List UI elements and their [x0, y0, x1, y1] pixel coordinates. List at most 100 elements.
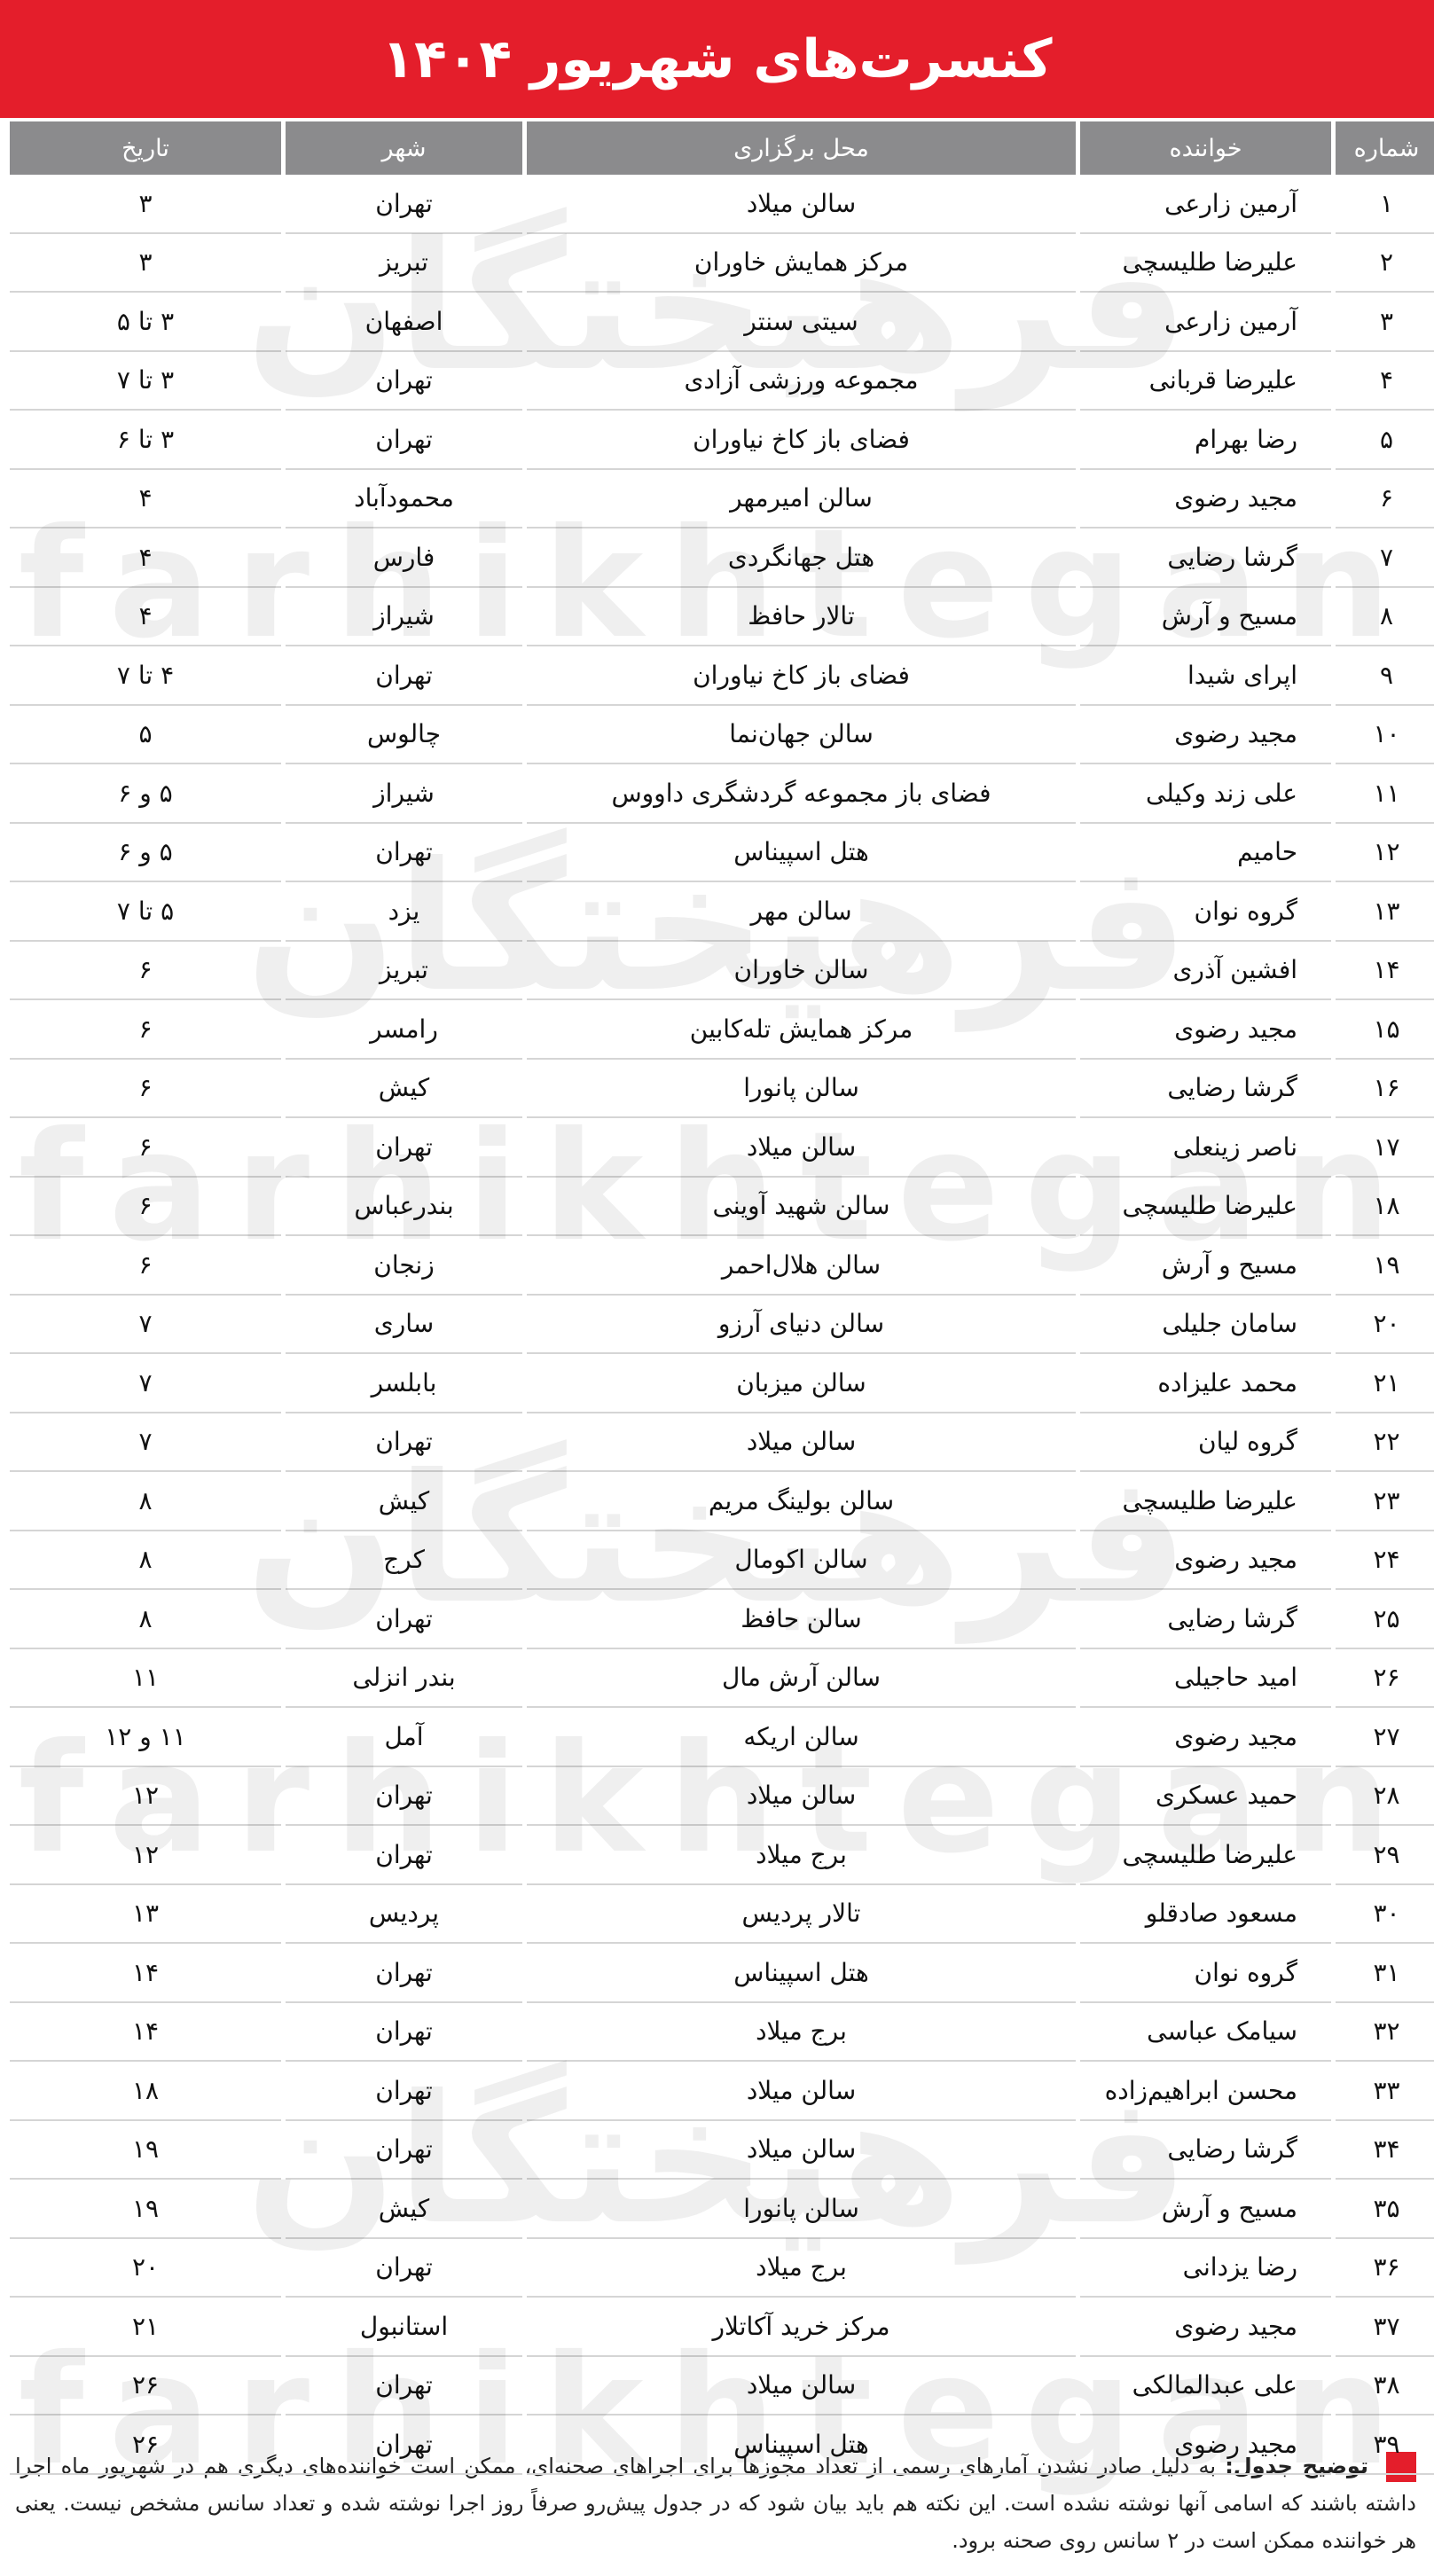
table-row: ۱۴ افشین آذری سالن خاوران تبریز ۶ [10, 942, 1434, 1000]
date: ۷ [10, 1296, 281, 1354]
date: ۲۶ [10, 2357, 281, 2415]
row-number: ۳۸ [1336, 2357, 1434, 2415]
date: ۴ [10, 588, 281, 646]
singer: سامان جلیلی [1080, 1296, 1331, 1354]
row-number: ۳۹ [1336, 2415, 1434, 2475]
city: محمودآباد [286, 470, 522, 529]
venue: سالن میلاد [527, 2121, 1076, 2180]
row-number: ۱۹ [1336, 1236, 1434, 1296]
date: ۵ [10, 706, 281, 764]
footnote: توضیح جدول: به دلیل صادر نشدن آمارهای رس… [15, 2447, 1416, 2559]
venue: مرکز خرید آکاتلار [527, 2298, 1076, 2357]
table-row: ۲ علیرضا طلیسچی مرکز همایش خاوران تبریز ۳ [10, 234, 1434, 293]
venue: سالن میلاد [527, 1413, 1076, 1472]
singer: مسیح و آرش [1080, 588, 1331, 646]
row-number: ۱ [1336, 175, 1434, 234]
date: ۶ [10, 1236, 281, 1296]
table-row: ۲۸ حمید عسکری سالن میلاد تهران ۱۲ [10, 1767, 1434, 1826]
row-number: ۲۰ [1336, 1296, 1434, 1354]
table-row: ۱۵ مجید رضوی مرکز همایش تله‌کابین رامسر ۶ [10, 1000, 1434, 1060]
row-number: ۵ [1336, 411, 1434, 470]
city: شیراز [286, 764, 522, 824]
table-row: ۴ علیرضا قربانی مجموعه ورزشی آزادی تهران ۳ ت… [10, 352, 1434, 411]
table-row: ۱۲ حامیم هتل اسپیناس تهران ۵ و ۶ [10, 824, 1434, 882]
row-number: ۱۶ [1336, 1060, 1434, 1118]
row-number: ۶ [1336, 470, 1434, 529]
singer: مجید رضوی [1080, 1531, 1331, 1590]
singer: محسن ابراهیم‌زاده [1080, 2062, 1331, 2121]
venue: سالن حافظ [527, 1590, 1076, 1649]
table-row: ۸ مسیح و آرش تالار حافظ شیراز ۴ [10, 588, 1434, 646]
date: ۱۹ [10, 2180, 281, 2239]
row-number: ۳۲ [1336, 2003, 1434, 2062]
venue: سالن دنیای آرزو [527, 1296, 1076, 1354]
singer: مسیح و آرش [1080, 2180, 1331, 2239]
city: کیش [286, 1060, 522, 1118]
venue: سالن هلال‌احمر [527, 1236, 1076, 1296]
footnote-text: به دلیل صادر نشدن آمارهای رسمی از تعداد … [15, 2454, 1416, 2553]
date: ۱۲ [10, 1826, 281, 1885]
city: زنجان [286, 1236, 522, 1296]
row-number: ۱۴ [1336, 942, 1434, 1000]
venue: سالن جهان‌نما [527, 706, 1076, 764]
row-number: ۱۱ [1336, 764, 1434, 824]
city: تبریز [286, 942, 522, 1000]
table-row: ۱۳ گروه نوان سالن مهر یزد ۵ تا ۷ [10, 882, 1434, 942]
venue: مرکز همایش تله‌کابین [527, 1000, 1076, 1060]
singer: محمد علیزاده [1080, 1354, 1331, 1413]
date: ۱۸ [10, 2062, 281, 2121]
table-row: ۱۱ علی زند وکیلی فضای باز مجموعه گردشگری د… [10, 764, 1434, 824]
row-number: ۲۹ [1336, 1826, 1434, 1885]
table-row: ۱۸ علیرضا طلیسچی سالن شهید آوینی بندرعباس ۶ [10, 1178, 1434, 1236]
venue: برج میلاد [527, 2239, 1076, 2298]
venue: سالن آرش مال [527, 1649, 1076, 1708]
venue: سالن میلاد [527, 2357, 1076, 2415]
venue: مرکز همایش خاوران [527, 234, 1076, 293]
venue: هتل اسپیناس [527, 1944, 1076, 2003]
title: کنسرت‌های شهریور ۱۴۰۴ [0, 0, 1434, 118]
venue: برج میلاد [527, 2003, 1076, 2062]
date: ۲۰ [10, 2239, 281, 2298]
city: بندرعباس [286, 1178, 522, 1236]
date: ۸ [10, 1590, 281, 1649]
city: فارس [286, 529, 522, 588]
row-number: ۱۵ [1336, 1000, 1434, 1060]
singer: گرشا رضایی [1080, 1590, 1331, 1649]
singer: علی عبدالمالکی [1080, 2357, 1331, 2415]
date: ۷ [10, 1413, 281, 1472]
singer: حمید عسکری [1080, 1767, 1331, 1826]
column-header: خواننده [1080, 121, 1331, 175]
venue: سالن بولینگ مریم [527, 1472, 1076, 1531]
venue: سالن میلاد [527, 1118, 1076, 1178]
row-number: ۳۷ [1336, 2298, 1434, 2357]
date: ۵ تا ۷ [10, 882, 281, 942]
city: تهران [286, 2357, 522, 2415]
row-number: ۳۵ [1336, 2180, 1434, 2239]
table-row: ۲۹ علیرضا طلیسچی برج میلاد تهران ۱۲ [10, 1826, 1434, 1885]
venue: فضای باز کاخ نیاوران [527, 646, 1076, 706]
singer: گرشا رضایی [1080, 529, 1331, 588]
singer: مجید رضوی [1080, 2298, 1331, 2357]
singer: رضا بهرام [1080, 411, 1331, 470]
table-row: ۲۳ علیرضا طلیسچی سالن بولینگ مریم کیش ۸ [10, 1472, 1434, 1531]
table-row: ۳۴ گرشا رضایی سالن میلاد تهران ۱۹ [10, 2121, 1434, 2180]
date: ۱۱ [10, 1649, 281, 1708]
singer: گروه نوان [1080, 1944, 1331, 2003]
footnote-marker [1386, 2452, 1416, 2482]
venue: مجموعه ورزشی آزادی [527, 352, 1076, 411]
date: ۱۲ [10, 1767, 281, 1826]
row-number: ۱۸ [1336, 1178, 1434, 1236]
table-row: ۳۶ رضا یزدانی برج میلاد تهران ۲۰ [10, 2239, 1434, 2298]
city: کرج [286, 1531, 522, 1590]
city: شیراز [286, 588, 522, 646]
singer: گروه لیان [1080, 1413, 1331, 1472]
date: ۳ تا ۵ [10, 293, 281, 352]
venue: سالن میلاد [527, 175, 1076, 234]
date: ۸ [10, 1531, 281, 1590]
table-row: ۳۰ مسعود صادقلو تالار پردیس پردیس ۱۳ [10, 1885, 1434, 1944]
city: تهران [286, 646, 522, 706]
column-header: تاریخ [10, 121, 281, 175]
city: تهران [286, 175, 522, 234]
city: استانبول [286, 2298, 522, 2357]
city: تهران [286, 1944, 522, 2003]
